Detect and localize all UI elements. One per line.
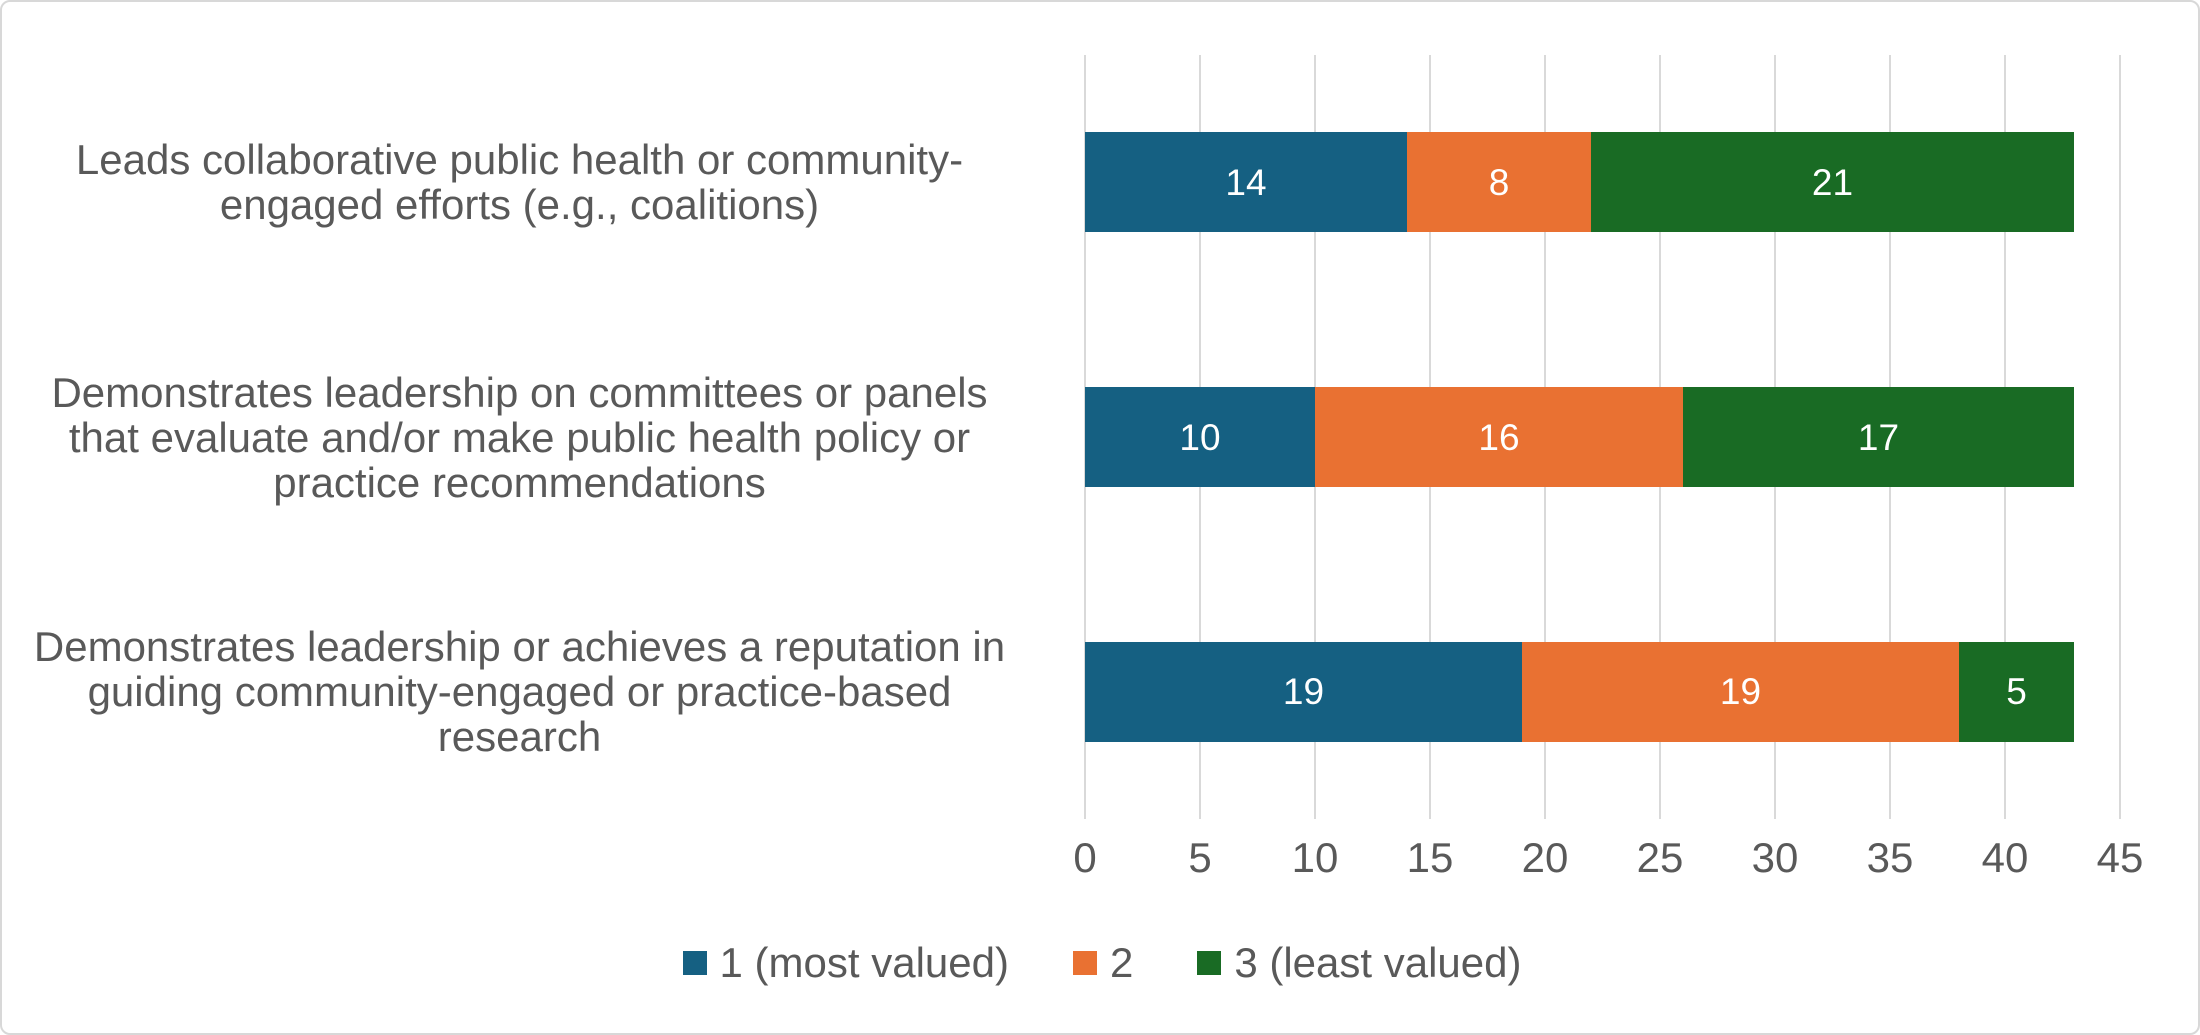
x-tick-label: 10 <box>1291 834 1339 881</box>
category-label: Demonstrates leadership on committees or… <box>51 368 988 506</box>
plot-area: 14 8 21 10 16 17 19 19 5 <box>1084 55 2121 819</box>
data-label: 19 <box>1282 671 1325 713</box>
legend-label: 3 (least valued) <box>1234 939 1522 986</box>
legend-label: 1 (most valued) <box>719 939 1009 986</box>
data-label: 8 <box>1488 161 1510 203</box>
x-tick-label: 40 <box>1981 834 2029 881</box>
bar-segment: 10 <box>1085 387 1315 487</box>
bar-segment: 16 <box>1315 387 1683 487</box>
bar-row: 14 8 21 <box>1085 132 2120 233</box>
bar-row: 10 16 17 <box>1085 387 2120 487</box>
legend-swatch-icon <box>1197 951 1222 975</box>
data-label: 14 <box>1225 161 1267 203</box>
data-label: 19 <box>1719 671 1762 713</box>
x-axis: 0 5 10 15 20 25 30 35 40 45 <box>1073 819 2143 889</box>
category-axis: Leads collaborative public health or com… <box>17 55 1022 819</box>
gridline <box>2119 55 2121 819</box>
data-label: 17 <box>1857 416 1900 458</box>
legend-swatch-icon <box>1072 951 1097 975</box>
x-tick-label: 15 <box>1406 834 1454 881</box>
bar-segment: 21 <box>1591 132 2074 233</box>
legend-item: 3 (least valued) <box>1197 942 1521 984</box>
data-label: 10 <box>1179 416 1221 458</box>
bar-segment: 8 <box>1407 132 1591 233</box>
data-label: 16 <box>1478 416 1520 458</box>
x-tick-label: 0 <box>1073 834 1097 881</box>
bar-segment: 14 <box>1085 132 1407 233</box>
bar-row: 19 19 5 <box>1085 641 2120 742</box>
legend-swatch-icon <box>682 951 707 975</box>
legend-item: 1 (most valued) <box>682 939 1009 986</box>
x-tick-label: 20 <box>1521 834 1569 881</box>
data-label: 5 <box>2006 671 2027 713</box>
category-label: Leads collaborative public health or com… <box>75 136 964 229</box>
x-tick-label: 25 <box>1636 834 1684 881</box>
legend: 1 (most valued) 2 3 (least valued) <box>32 930 2172 996</box>
bar-segment: 19 <box>1085 641 1522 742</box>
bar-segment: 19 <box>1522 641 1959 742</box>
x-tick-label: 30 <box>1751 834 1799 881</box>
legend-item: 2 <box>1072 939 1134 986</box>
legend-label: 2 <box>1109 939 1134 986</box>
x-tick-label: 35 <box>1866 834 1914 881</box>
category-label: Demonstrates leadership or achieves a re… <box>33 623 1006 761</box>
bar-segment: 5 <box>1959 641 2074 742</box>
data-label: 21 <box>1811 161 1854 203</box>
bar-segment: 17 <box>1683 387 2074 487</box>
x-tick-label: 5 <box>1188 834 1212 881</box>
x-tick-label: 45 <box>2096 834 2144 881</box>
